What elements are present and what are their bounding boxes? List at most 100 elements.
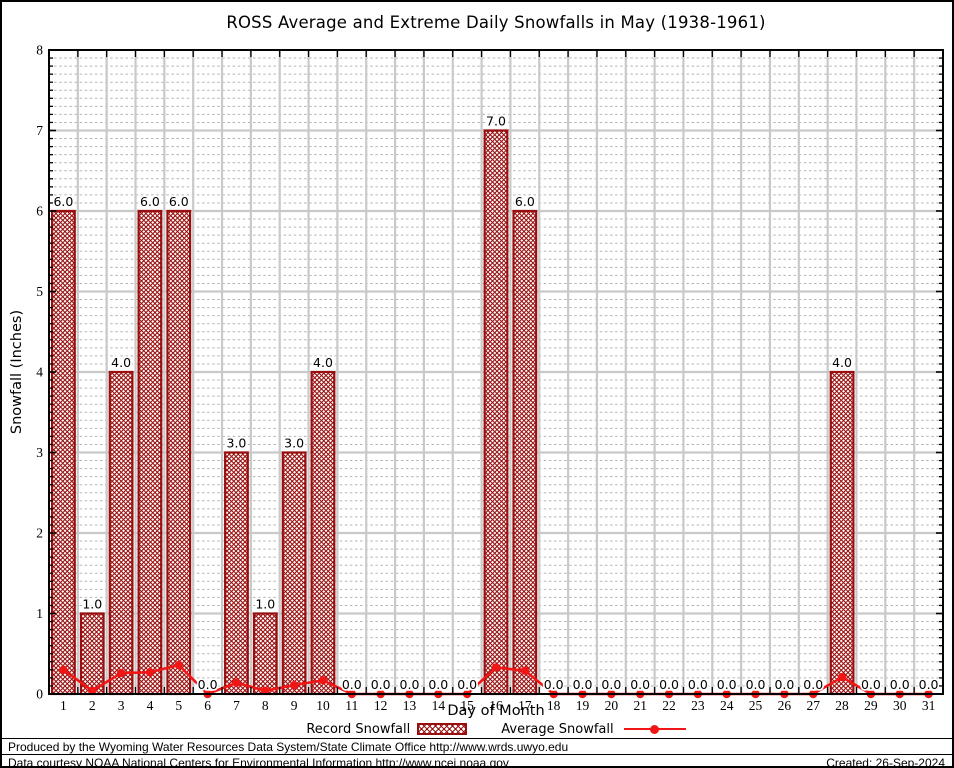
legend-record-label: Record Snowfall [306, 721, 411, 737]
x-tick-31: 31 [922, 698, 936, 713]
x-tick-25: 25 [749, 698, 763, 713]
average-point-day-28 [837, 672, 847, 682]
x-tick-10: 10 [316, 698, 330, 713]
x-tick-4: 4 [147, 698, 154, 713]
x-grid [76, 50, 916, 694]
x-tick-16: 16 [489, 698, 503, 713]
bar-label-day-4: 6.0 [140, 194, 160, 209]
y-tick-labels: 0 1 2 3 4 5 6 7 8 [36, 43, 43, 702]
bar-day-10 [310, 370, 336, 696]
bar-day-28 [829, 370, 855, 696]
average-point-day-10 [318, 676, 328, 685]
bar-label-day-20: 0.0 [601, 677, 621, 692]
bar-label-day-15: 0.0 [457, 677, 477, 692]
y-tick-2: 2 [36, 526, 43, 541]
y-tick-5: 5 [36, 284, 43, 299]
legend-record-swatch [417, 723, 468, 735]
x-tick-18: 18 [547, 698, 561, 713]
y-tick-6: 6 [36, 204, 43, 219]
bar-label-day-7: 3.0 [227, 436, 247, 451]
y-axis-label: Snowfall (Inches) [9, 309, 25, 435]
bar-label-day-5: 6.0 [169, 194, 189, 209]
x-tick-9: 9 [291, 698, 298, 713]
bar-label-day-9: 3.0 [284, 436, 304, 451]
average-point-day-2 [88, 686, 97, 695]
y-tick-8: 8 [36, 43, 43, 58]
average-point-day-8 [261, 686, 270, 695]
x-tick-28: 28 [835, 698, 849, 713]
x-tick-2: 2 [89, 698, 96, 713]
bar-label-day-3: 4.0 [111, 355, 131, 370]
x-tick-24: 24 [720, 698, 734, 713]
x-tick-14: 14 [432, 698, 446, 713]
bar-day-9 [281, 451, 307, 696]
bar-label-day-25: 0.0 [746, 677, 766, 692]
bar-label-day-16: 7.0 [486, 114, 506, 129]
bar-value-labels: 6.0 1.0 4.0 6.0 6.0 0.0 3.0 1.0 3.0 4.0 0.0 0.0 0.0 0… [52, 112, 941, 694]
y-tick-4: 4 [36, 365, 43, 380]
average-point-day-17 [520, 666, 530, 675]
footer-separator-bottom [2, 754, 952, 755]
bar-label-day-2: 1.0 [82, 597, 102, 612]
bar-day-16 [483, 129, 509, 696]
bar-label-day-19: 0.0 [573, 677, 593, 692]
x-tick-labels: 1 2 3 4 5 6 7 8 9 10 11 12 13 14 15 16 17 18 19 20 21 22 23 24 2… [60, 698, 935, 713]
y-tick-1: 1 [36, 606, 43, 621]
bar-day-5 [166, 209, 192, 696]
average-point-day-16 [491, 663, 501, 672]
bar-label-day-1: 6.0 [53, 194, 73, 209]
x-tick-8: 8 [262, 698, 269, 713]
average-point-day-7 [232, 678, 241, 687]
x-tick-23: 23 [691, 698, 705, 713]
legend-average-label: Average Snowfall [501, 721, 614, 737]
created-date: Created: 26-Sep-2024 [826, 756, 945, 768]
bar-day-7 [224, 451, 249, 696]
bar-label-day-14: 0.0 [428, 677, 448, 692]
bar-label-day-10: 4.0 [313, 355, 333, 370]
bar-label-day-13: 0.0 [400, 677, 420, 692]
chart-title: ROSS Average and Extreme Daily Snowfalls… [226, 13, 766, 32]
bar-day-8 [252, 612, 278, 696]
snowfall-plot-canvas: 6.0 1.0 4.0 6.0 6.0 0.0 3.0 1.0 3.0 4.0 0.0 0.0 0.0 0… [36, 43, 944, 713]
x-tick-17: 17 [518, 698, 532, 713]
bar-label-day-6: 0.0 [198, 677, 218, 692]
x-tick-15: 15 [460, 698, 474, 713]
average-point-day-3 [116, 668, 126, 678]
x-tick-20: 20 [605, 698, 619, 713]
y-tick-3: 3 [36, 445, 43, 460]
axis-ticks [49, 50, 943, 694]
bar-label-day-8: 1.0 [255, 597, 275, 612]
footer-produced-by: Produced by the Wyoming Water Resources … [8, 740, 569, 754]
average-point-day-1 [59, 665, 68, 675]
y-tick-7: 7 [36, 123, 43, 138]
bar-label-day-24: 0.0 [717, 677, 737, 692]
x-tick-26: 26 [778, 698, 792, 713]
bar-label-day-22: 0.0 [659, 677, 679, 692]
x-tick-27: 27 [806, 698, 820, 713]
bar-label-day-31: 0.0 [919, 677, 939, 692]
bar-label-day-11: 0.0 [342, 677, 362, 692]
bar-day-4 [137, 209, 163, 696]
x-axis-label: Day of Month [447, 703, 545, 719]
bar-label-day-18: 0.0 [544, 677, 564, 692]
bar-day-17 [512, 209, 538, 696]
x-tick-3: 3 [118, 698, 125, 713]
y-grid-minor [49, 57, 943, 687]
legend-average-swatch [623, 724, 686, 734]
x-tick-12: 12 [374, 698, 388, 713]
x-tick-30: 30 [893, 698, 907, 713]
x-tick-21: 21 [633, 698, 647, 713]
x-tick-19: 19 [576, 698, 590, 713]
average-point-day-5 [174, 660, 183, 670]
x-tick-6: 6 [204, 698, 211, 713]
footer-separator-top [2, 738, 952, 739]
bar-label-day-30: 0.0 [890, 677, 910, 692]
average-point-day-4 [145, 668, 155, 677]
footer-data-courtesy: Data courtesy NOAA National Centers for … [8, 756, 509, 768]
y-tick-0: 0 [36, 687, 43, 702]
x-tick-29: 29 [864, 698, 878, 713]
legend: Record Snowfall Average Snowfall [49, 721, 943, 737]
bar-label-day-17: 6.0 [515, 194, 535, 209]
bar-label-day-26: 0.0 [774, 677, 794, 692]
